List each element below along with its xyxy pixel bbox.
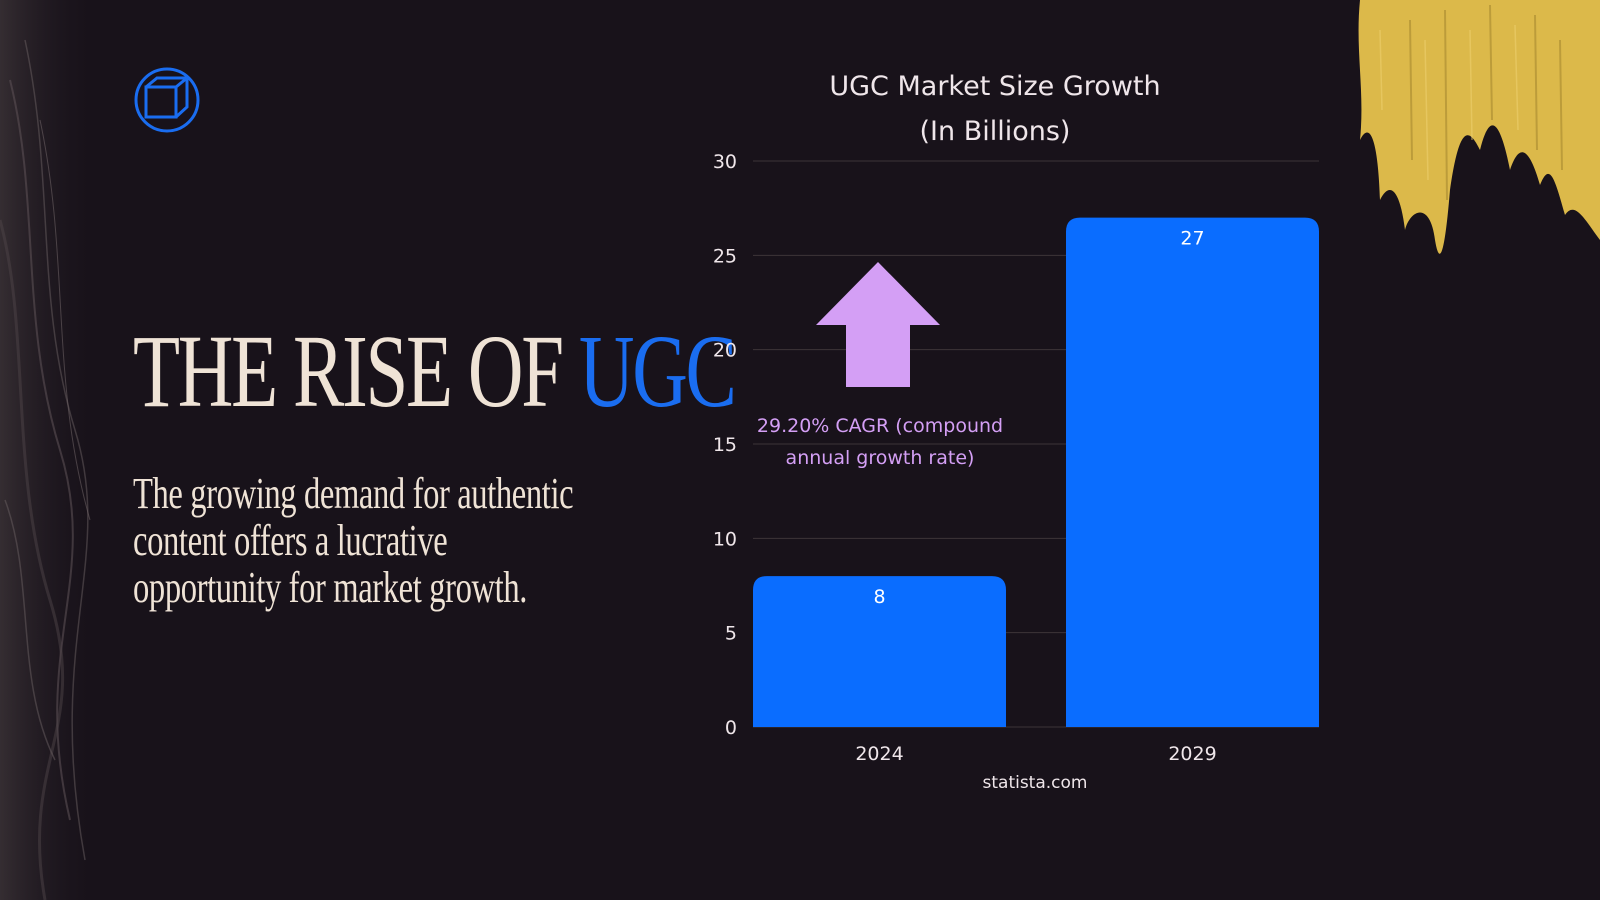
page-title: THE RISE OF UGC xyxy=(133,320,737,424)
chart-title: UGC Market Size Growth (In Billions) xyxy=(780,64,1210,154)
bar-value-label: 27 xyxy=(1180,228,1204,250)
y-tick-label: 5 xyxy=(725,623,737,645)
x-tick-label: 2029 xyxy=(1168,743,1216,765)
left-texture-decoration xyxy=(0,0,100,900)
bar xyxy=(1066,217,1319,727)
chart-title-subtitle: (In Billions) xyxy=(919,116,1071,147)
subtitle-line: content offers a lucrative xyxy=(133,516,448,565)
cube-icon xyxy=(134,67,200,133)
annotation-line: 29.20% CAGR (compound xyxy=(756,415,1004,437)
x-tick-label: 2024 xyxy=(855,743,903,765)
title-main: THE RISE OF xyxy=(133,314,579,429)
subtitle-line: opportunity for market growth. xyxy=(133,563,528,612)
cagr-annotation: 29.20% CAGR (compound annual growth rate… xyxy=(740,410,1020,474)
y-tick-label: 15 xyxy=(713,434,737,456)
y-tick-label: 20 xyxy=(713,340,737,362)
annotation-line: annual growth rate) xyxy=(785,447,975,469)
chart-title-main: UGC Market Size Growth xyxy=(829,71,1161,102)
title-accent: UGC xyxy=(578,314,737,429)
arrow-up-icon xyxy=(816,262,940,387)
source-label: statista.com xyxy=(982,773,1088,793)
bar-value-label: 8 xyxy=(873,586,885,608)
y-tick-label: 30 xyxy=(713,151,737,173)
bar xyxy=(753,576,1006,727)
y-tick-label: 10 xyxy=(713,528,737,550)
y-tick-label: 0 xyxy=(725,717,737,739)
y-tick-label: 25 xyxy=(713,245,737,267)
gold-paint-decoration xyxy=(1358,0,1600,254)
subtitle-line: The growing demand for authentic xyxy=(133,469,574,518)
subtitle-text: The growing demand for authentic content… xyxy=(133,470,577,611)
